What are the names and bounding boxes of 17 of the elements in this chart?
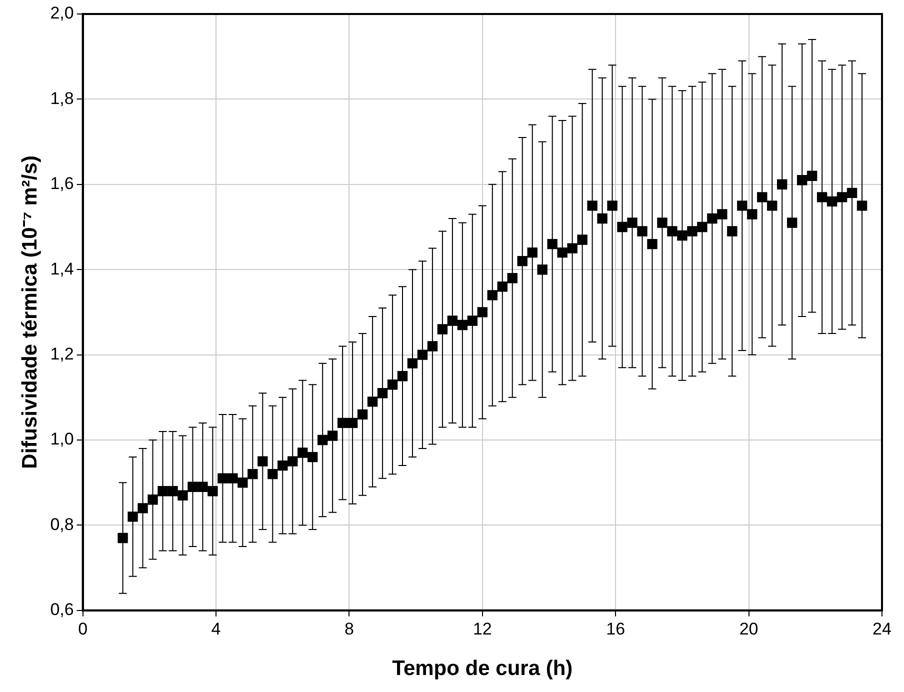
- x-tick-label: 20: [739, 619, 758, 638]
- y-tick-label: 1,2: [50, 344, 74, 364]
- x-tick-label: 24: [872, 619, 892, 638]
- y-tick-label: 2,0: [50, 4, 74, 23]
- y-tick-label: 1,8: [50, 88, 74, 108]
- y-axis-title: Difusividade térmica (10⁻⁷ m²/s): [18, 156, 42, 469]
- y-tick-label: 0,6: [50, 600, 74, 620]
- y-tick-label: 0,8: [50, 514, 74, 534]
- y-tick-label: 1,0: [50, 430, 74, 449]
- x-tick-label: 0: [78, 619, 88, 638]
- x-tick-label: 8: [344, 619, 354, 638]
- y-tick-label: 1,6: [50, 174, 74, 194]
- y-tick-label: 1,4: [50, 259, 74, 278]
- x-tick-label: 16: [606, 619, 626, 638]
- x-tick-label: 12: [472, 619, 492, 638]
- x-tick-label: 4: [211, 619, 221, 638]
- x-axis-title: Tempo de cura (h): [392, 657, 573, 680]
